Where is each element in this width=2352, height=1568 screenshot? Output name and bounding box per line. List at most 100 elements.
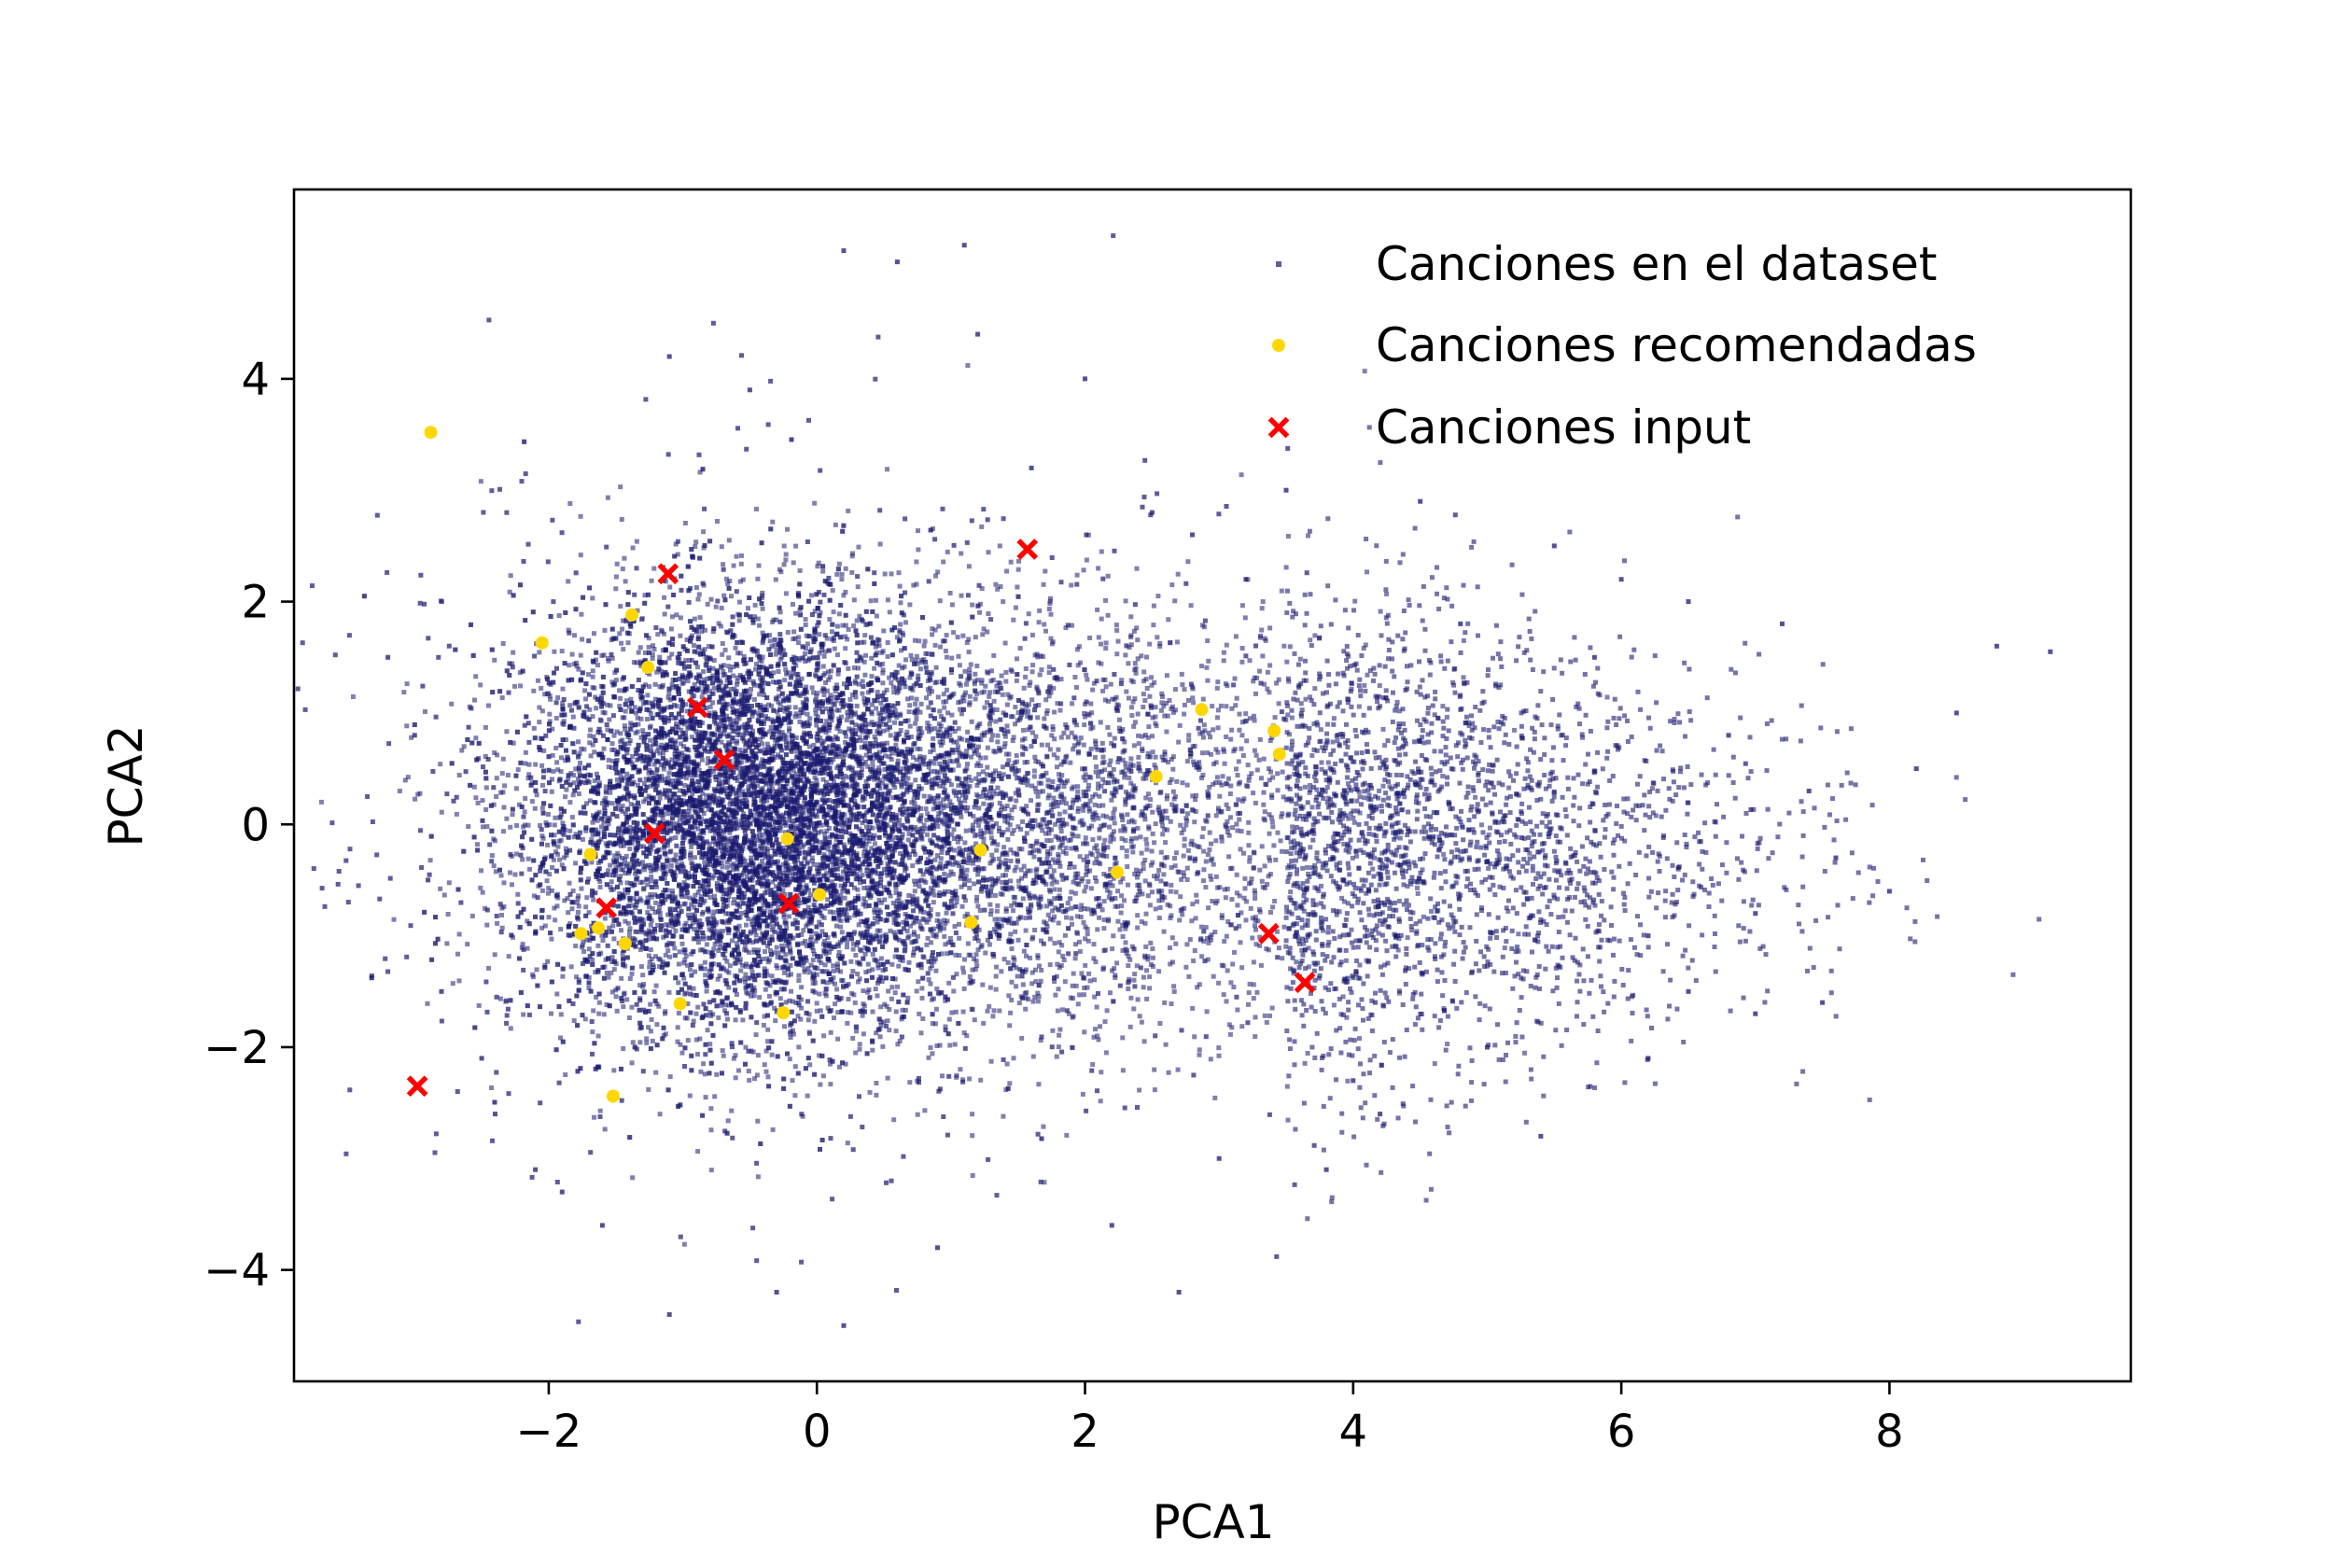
dataset-point: [750, 875, 755, 880]
dataset-point: [584, 895, 590, 901]
dataset-point: [619, 928, 623, 933]
dataset-point: [705, 761, 710, 766]
dataset-point: [946, 889, 952, 894]
dataset-point: [819, 804, 825, 809]
dataset-point: [821, 852, 827, 858]
dataset-point: [845, 945, 849, 950]
dataset-point: [591, 842, 596, 847]
dataset-point: [853, 722, 859, 728]
dataset-point: [734, 761, 739, 766]
dataset-point: [914, 658, 919, 664]
dataset-point: [813, 938, 819, 944]
dataset-point: [580, 836, 585, 842]
dataset-point: [638, 898, 644, 903]
dataset-point: [687, 895, 693, 901]
dataset-point: [727, 830, 733, 835]
dataset-point: [627, 825, 633, 831]
dataset-point: [850, 1036, 856, 1041]
dataset-point: [619, 640, 624, 646]
dataset-point: [573, 861, 579, 866]
dataset-point: [817, 651, 822, 656]
dataset-point: [948, 782, 954, 788]
dataset-point: [553, 815, 558, 820]
dataset-point: [903, 657, 908, 663]
dataset-point: [937, 598, 943, 604]
dataset-point: [445, 912, 451, 917]
dataset-point: [712, 1094, 718, 1099]
dataset-point: [967, 886, 973, 890]
dataset-point: [514, 823, 520, 828]
dataset-point: [755, 710, 761, 716]
dataset-point: [512, 872, 518, 877]
dataset-point: [667, 849, 673, 855]
dataset-point: [700, 909, 706, 915]
dataset-point: [828, 674, 833, 679]
dataset-point: [720, 864, 725, 870]
dataset-point: [698, 1069, 704, 1074]
dataset-point: [647, 767, 652, 773]
dataset-point: [780, 648, 786, 653]
dataset-point: [723, 911, 729, 917]
dataset-point: [872, 907, 877, 913]
dataset-point: [877, 861, 883, 866]
dataset-point: [752, 777, 758, 783]
dataset-point: [877, 541, 883, 547]
dataset-point: [885, 727, 890, 733]
dataset-point: [665, 843, 670, 848]
dataset-point: [483, 905, 488, 911]
dataset-point: [767, 729, 772, 735]
dataset-point: [605, 702, 610, 707]
dataset-point: [732, 947, 737, 953]
dataset-point: [695, 889, 701, 895]
dataset-point: [756, 838, 762, 844]
dataset-point: [782, 763, 788, 769]
dataset-point: [475, 842, 480, 847]
dataset-point: [716, 777, 721, 782]
dataset-point: [735, 681, 740, 687]
dataset-point: [878, 1004, 884, 1010]
dataset-point: [492, 952, 497, 958]
dataset-point: [651, 989, 657, 995]
dataset-point: [713, 800, 719, 805]
dataset-point: [803, 623, 808, 627]
dataset-point: [689, 844, 694, 849]
dataset-point: [721, 702, 726, 707]
dataset-point: [783, 742, 789, 748]
dataset-point: [937, 890, 943, 896]
dataset-point: [735, 778, 740, 783]
dataset-point: [812, 951, 817, 957]
dataset-point: [904, 746, 910, 751]
dataset-point: [606, 974, 611, 980]
dataset-point: [552, 833, 557, 838]
dataset-point: [590, 595, 595, 601]
dataset-point: [1023, 674, 1029, 679]
dataset-point: [709, 875, 715, 881]
dataset-point: [1057, 1027, 1063, 1032]
dataset-point: [675, 1039, 680, 1044]
dataset-point: [822, 831, 828, 836]
dataset-point: [846, 906, 851, 912]
dataset-point: [916, 673, 921, 679]
dataset-point: [652, 696, 658, 702]
dataset-point: [976, 822, 982, 828]
dataset-point: [881, 1019, 887, 1025]
dataset-point: [715, 976, 721, 982]
dataset-point: [851, 817, 857, 822]
dataset-point: [560, 973, 566, 979]
dataset-point: [792, 1093, 798, 1099]
dataset-point: [770, 1127, 776, 1132]
dataset-point: [854, 703, 860, 708]
dataset-point: [861, 896, 866, 902]
dataset-point: [605, 495, 610, 500]
dataset-point: [849, 990, 855, 996]
dataset-point: [681, 885, 687, 890]
dataset-point: [860, 797, 865, 803]
dataset-point: [640, 728, 646, 734]
dataset-point: [621, 1046, 626, 1051]
dataset-point: [586, 876, 592, 882]
dataset-point: [721, 593, 727, 598]
dataset-point: [625, 797, 630, 803]
dataset-point: [776, 699, 781, 705]
dataset-point: [1155, 807, 1161, 813]
dataset-point: [855, 887, 861, 892]
